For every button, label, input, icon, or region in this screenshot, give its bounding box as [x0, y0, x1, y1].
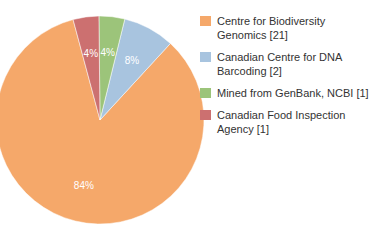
html-text:Canadian Centre for DNA: Canadian Centre for DNA [217, 51, 343, 63]
html-text:Agency [1]: Agency [1] [217, 123, 269, 135]
svg-text:8%: 8% [125, 55, 140, 66]
html-text:Canadian Food Inspection: Canadian Food Inspection [217, 109, 346, 121]
svg-text:84%: 84% [74, 180, 94, 191]
html-text:Mined from GenBank, NCBI [1]: Mined from GenBank, NCBI [1] [217, 87, 369, 99]
html-text:Centre for Biodiversity: Centre for Biodiversity [217, 15, 326, 27]
html-text:Genomics [21]: Genomics [21] [217, 29, 288, 41]
svg-text:4%: 4% [84, 48, 99, 59]
svg-text:4%: 4% [101, 47, 116, 58]
html-text:Barcoding [2]: Barcoding [2] [217, 65, 282, 77]
